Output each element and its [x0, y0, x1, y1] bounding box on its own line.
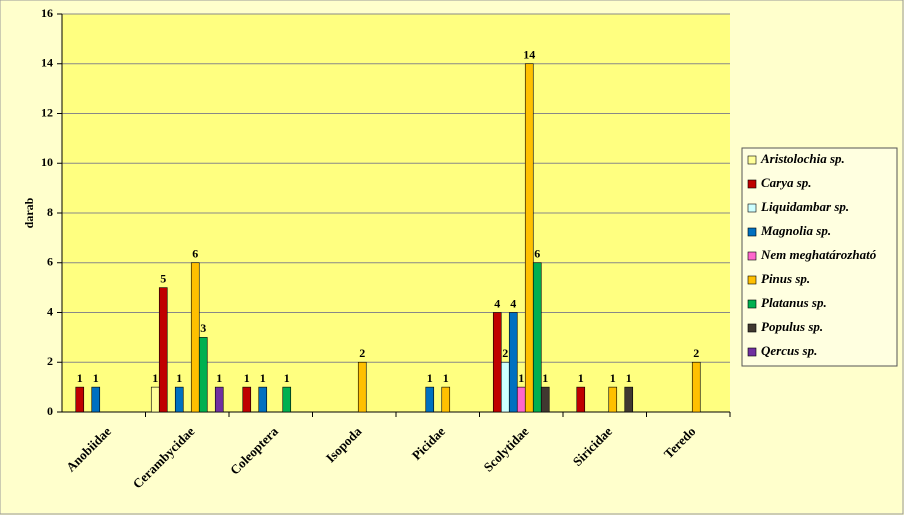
y-tick-label: 2: [47, 354, 53, 368]
bar: [500, 361, 510, 413]
data-label: 1: [244, 371, 250, 385]
data-label: 14: [523, 48, 535, 62]
data-label: 2: [502, 346, 508, 360]
bar: [150, 386, 160, 413]
data-label: 2: [359, 346, 365, 360]
bar: [158, 287, 168, 413]
legend-label: Qercus sp.: [761, 343, 817, 358]
legend-label: Populus sp.: [761, 319, 823, 334]
bar: [540, 386, 550, 413]
data-label: 1: [626, 371, 632, 385]
data-label: 1: [610, 371, 616, 385]
data-label: 1: [152, 371, 158, 385]
bar: [214, 386, 224, 413]
data-label: 6: [192, 247, 198, 261]
y-tick-label: 12: [41, 105, 53, 119]
data-label: 4: [494, 296, 500, 310]
data-label: 1: [542, 371, 548, 385]
bar: [441, 386, 451, 413]
bar: [242, 386, 252, 413]
data-label: 6: [534, 247, 540, 261]
data-label: 1: [176, 371, 182, 385]
legend-swatch: [747, 179, 757, 189]
legend-swatch: [747, 323, 757, 333]
data-label: 1: [443, 371, 449, 385]
bar: [425, 386, 435, 413]
bar: [174, 386, 184, 413]
legend-label: Magnolia sp.: [760, 223, 831, 238]
legend-label: Aristolochia sp.: [760, 151, 845, 166]
legend-swatch: [747, 155, 757, 165]
bar: [492, 312, 502, 413]
bar: [608, 386, 618, 413]
y-tick-label: 14: [41, 56, 53, 70]
bar: [75, 386, 85, 413]
y-tick-label: 8: [47, 205, 53, 219]
legend-swatch: [747, 299, 757, 309]
bar: [258, 386, 268, 413]
legend-swatch: [747, 347, 757, 357]
bar: [508, 312, 518, 413]
bar: [516, 386, 526, 413]
data-label: 3: [200, 321, 206, 335]
y-tick-label: 4: [47, 304, 53, 318]
data-label: 4: [510, 296, 516, 310]
legend-swatch: [747, 275, 757, 285]
y-tick-label: 10: [41, 155, 53, 169]
bar: [576, 386, 586, 413]
data-label: 1: [284, 371, 290, 385]
data-label: 2: [693, 346, 699, 360]
legend-label: Pinus sp.: [761, 271, 810, 286]
legend-label: Platanus sp.: [761, 295, 827, 310]
bar: [357, 361, 367, 413]
y-tick-label: 0: [47, 404, 53, 418]
legend-label: Liquidambar sp.: [760, 199, 849, 214]
y-tick-label: 6: [47, 255, 53, 269]
data-label: 1: [93, 371, 99, 385]
bar: [532, 262, 542, 413]
legend-label: Nem meghatározható: [760, 247, 877, 262]
legend: [741, 147, 898, 367]
data-label: 1: [216, 371, 222, 385]
data-label: 1: [578, 371, 584, 385]
bar: [91, 386, 101, 413]
bar: [524, 63, 534, 413]
legend-label: Carya sp.: [761, 175, 812, 190]
legend-swatch: [747, 227, 757, 237]
bar: [190, 262, 200, 413]
legend-swatch: [747, 251, 757, 261]
bar: [691, 361, 701, 413]
bar: [282, 386, 292, 413]
data-label: 5: [160, 271, 166, 285]
data-label: 1: [260, 371, 266, 385]
bar: [624, 386, 634, 413]
legend-swatch: [747, 203, 757, 213]
data-label: 1: [518, 371, 524, 385]
data-label: 1: [77, 371, 83, 385]
y-tick-label: 16: [41, 6, 53, 20]
y-axis-label: darab: [22, 197, 36, 228]
data-label: 1: [427, 371, 433, 385]
bar: [198, 337, 208, 413]
